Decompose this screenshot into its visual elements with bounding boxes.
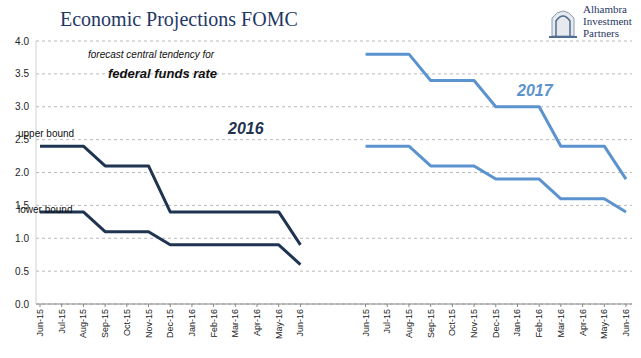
x-tick-label: Sep-15 (426, 309, 436, 338)
x-tick (148, 304, 149, 307)
x-tick (40, 304, 41, 307)
x-tick (191, 304, 192, 307)
logo-arch (552, 11, 574, 36)
x-tick-label: Apr-16 (252, 309, 262, 336)
y-axis-line (36, 41, 37, 304)
logo-icon (549, 11, 577, 38)
x-tick-label: May-16 (599, 309, 609, 339)
title: Economic Projections FOMC (60, 8, 298, 31)
x-tick (387, 304, 388, 307)
annotation: 2017 (516, 82, 554, 99)
annotation: lower bound (18, 204, 72, 215)
grid-line (36, 139, 632, 140)
x-tick-label: Jul-15 (57, 309, 67, 334)
x-tick-label: Dec-15 (491, 309, 501, 338)
x-tick-label: Dec-15 (165, 309, 175, 338)
series-line (40, 212, 300, 265)
logo-text: Alhambra (583, 3, 627, 15)
logo-base (549, 36, 577, 38)
x-tick (539, 304, 540, 307)
chart-container: 0.00.51.01.52.02.53.03.54.0Jun-15Jul-15A… (0, 0, 641, 358)
x-tick (626, 304, 627, 307)
y-tick-label: 3.0 (15, 101, 29, 112)
annotation: upper bound (18, 128, 74, 139)
x-tick (560, 304, 561, 307)
grid-line (36, 205, 632, 206)
x-tick (105, 304, 106, 307)
x-tick (300, 304, 301, 307)
x-tick (452, 304, 453, 307)
x-tick-label: Mar-16 (556, 309, 566, 338)
series-line (366, 146, 626, 212)
x-tick-label: May-16 (274, 309, 284, 339)
x-tick-label: Jul-15 (382, 309, 392, 334)
x-tick-label: Jun-15 (361, 309, 371, 337)
x-tick-label: Jun-15 (35, 309, 45, 337)
x-tick-label: Aug-15 (404, 309, 414, 338)
x-tick-label: Mar-16 (230, 309, 240, 338)
y-tick-label: 4.0 (15, 36, 29, 47)
series-line (366, 54, 626, 179)
x-tick-label: Jun-16 (621, 309, 631, 337)
y-tick-label: 2.0 (15, 167, 29, 178)
y-tick-label: 1.0 (15, 233, 29, 244)
grid-line (36, 172, 632, 173)
y-tick-label: 3.5 (15, 68, 29, 79)
x-tick (517, 304, 518, 307)
x-tick (582, 304, 583, 307)
x-tick (126, 304, 127, 307)
x-tick-label: Nov-15 (469, 309, 479, 338)
x-tick (430, 304, 431, 307)
x-tick (365, 304, 366, 307)
annotation: forecast central tendency for (88, 49, 215, 60)
x-tick-label: Sep-15 (100, 309, 110, 338)
grid-line (36, 271, 632, 272)
x-tick (408, 304, 409, 307)
logo-inner-arch (556, 16, 570, 36)
y-tick-label: 0.5 (15, 266, 29, 277)
series-group (40, 54, 626, 264)
x-tick-label: Jun-16 (295, 309, 305, 337)
x-tick (83, 304, 84, 307)
x-tick (474, 304, 475, 307)
y-tick-label: 0.0 (15, 299, 29, 310)
x-tick-label: Feb-16 (209, 309, 219, 338)
x-tick-label: Nov-15 (144, 309, 154, 338)
series-line (40, 146, 300, 245)
x-tick-label: Jan-16 (187, 309, 197, 337)
grid-line (36, 238, 632, 239)
x-tick (495, 304, 496, 307)
x-tick-label: Aug-15 (78, 309, 88, 338)
grid-line (36, 106, 632, 107)
x-axis-line (36, 304, 632, 305)
chart-svg: 0.00.51.01.52.02.53.03.54.0Jun-15Jul-15A… (0, 0, 641, 358)
x-tick (278, 304, 279, 307)
x-tick-label: Apr-16 (578, 309, 588, 336)
x-tick (604, 304, 605, 307)
grid-line (36, 41, 632, 42)
logo-text: Investment (583, 15, 632, 27)
x-tick (61, 304, 62, 307)
annotation: federal funds rate (108, 66, 217, 81)
x-tick-label: Oct-15 (122, 309, 132, 336)
x-tick (213, 304, 214, 307)
annotation: 2016 (227, 120, 264, 137)
x-tick-label: Jan-16 (512, 309, 522, 337)
x-tick-label: Feb-16 (534, 309, 544, 338)
x-tick (170, 304, 171, 307)
x-tick-label: Oct-15 (447, 309, 457, 336)
grid-line (36, 304, 632, 305)
x-tick (235, 304, 236, 307)
logo-text: Partners (583, 27, 619, 39)
x-tick (257, 304, 258, 307)
